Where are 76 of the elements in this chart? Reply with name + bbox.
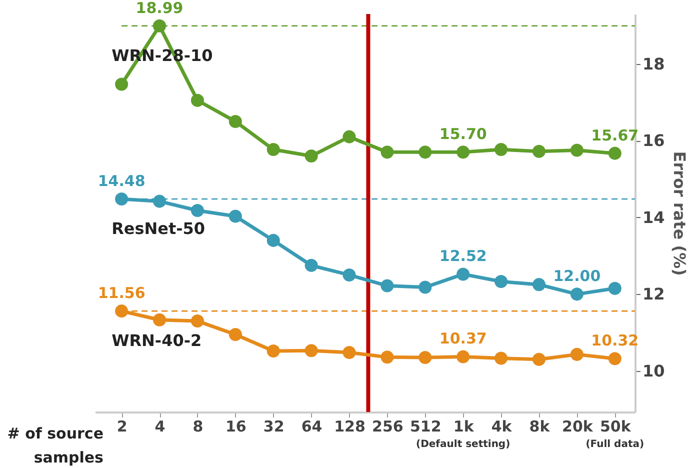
point <box>380 279 394 292</box>
point <box>304 258 318 272</box>
x-tick-label: 16 <box>225 418 246 436</box>
point <box>190 94 204 107</box>
point <box>152 19 166 32</box>
point <box>608 282 622 295</box>
point <box>418 280 432 294</box>
x-tick-label: 512 <box>410 418 442 436</box>
point <box>304 344 318 358</box>
x-tick-label: 4k <box>491 418 513 436</box>
point <box>228 210 242 223</box>
x-tick-label: 50k <box>600 418 632 436</box>
point <box>342 130 356 144</box>
point <box>532 144 546 158</box>
point <box>570 348 584 361</box>
text: (Full data) <box>586 439 644 450</box>
y-tick-label: 12 <box>642 284 665 304</box>
point <box>152 313 166 326</box>
point <box>532 352 546 366</box>
x-tick-label: 8k <box>529 418 551 436</box>
data-label: 10.37 <box>439 330 487 348</box>
y-tick-label: 16 <box>642 131 665 150</box>
point <box>115 78 128 91</box>
series-label: ResNet-50 <box>112 218 206 238</box>
x-tick-label: 8 <box>192 418 204 436</box>
point <box>418 350 432 364</box>
y-tick-label: 18 <box>642 54 665 74</box>
data-label: 15.67 <box>591 126 639 144</box>
point <box>115 304 128 318</box>
x-tick-label: 128 <box>334 418 366 436</box>
point <box>380 146 394 159</box>
point <box>570 288 584 301</box>
data-label: 15.70 <box>439 125 487 144</box>
point <box>456 146 470 159</box>
data-label: 14.48 <box>98 172 146 190</box>
point <box>494 142 508 156</box>
point <box>608 146 622 160</box>
point <box>152 194 166 208</box>
point <box>266 344 280 358</box>
data-label: 12.52 <box>439 247 487 266</box>
data-label: 10.32 <box>591 332 639 350</box>
point <box>266 234 280 247</box>
point <box>228 328 242 341</box>
x-tick-label: 20k <box>562 418 594 436</box>
y-axis-title: Error rate (%) <box>670 151 689 276</box>
point <box>456 350 470 364</box>
x-tick-label: 64 <box>301 418 322 436</box>
point <box>532 278 546 292</box>
point <box>228 114 242 128</box>
point <box>456 268 470 281</box>
point <box>266 142 280 156</box>
data-label: 18.99 <box>136 0 184 17</box>
point <box>418 146 432 159</box>
point <box>304 150 318 163</box>
x-axis-title: # of source samples <box>7 424 104 466</box>
x-tick-label: 1k <box>453 418 475 436</box>
point <box>342 268 356 282</box>
y-tick-label: 14 <box>642 208 665 227</box>
series-label: WRN-40-2 <box>112 331 202 350</box>
data-label: 12.00 <box>553 267 601 286</box>
point <box>190 204 204 218</box>
x-tick-label: 4 <box>154 418 166 436</box>
point <box>494 352 508 365</box>
data-label: 11.56 <box>98 284 146 302</box>
x-tick-label: 256 <box>372 418 404 436</box>
point <box>570 144 584 157</box>
point <box>608 352 622 366</box>
x-tick-label: 2 <box>116 418 128 436</box>
y-tick-label: 10 <box>642 361 665 380</box>
point <box>115 192 128 206</box>
point <box>342 346 356 360</box>
point <box>380 350 394 364</box>
point <box>494 275 508 288</box>
x-tick-label: 32 <box>263 418 284 436</box>
point <box>190 314 204 328</box>
text: (Default setting) <box>416 439 510 450</box>
